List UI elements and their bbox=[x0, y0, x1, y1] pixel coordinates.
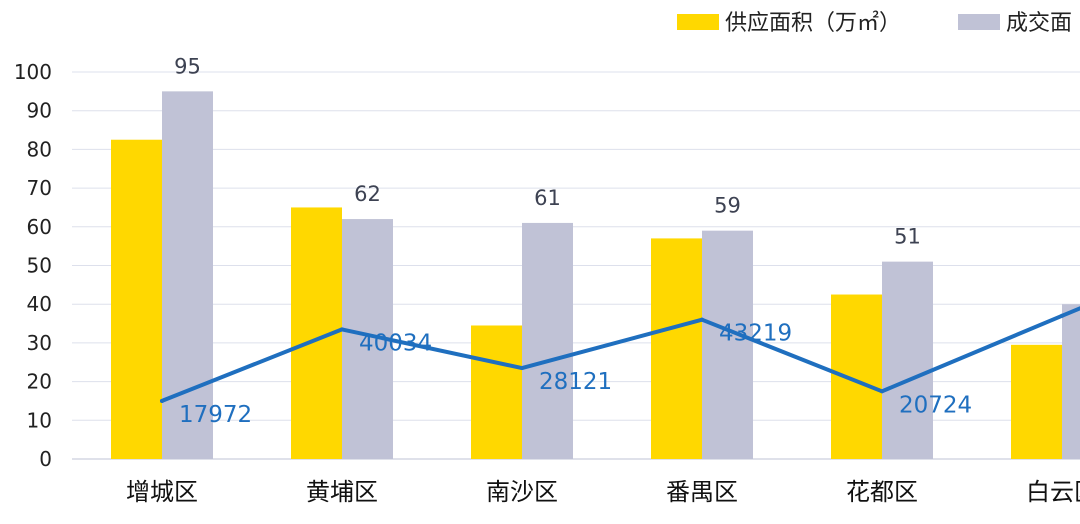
deal-bar bbox=[522, 222, 573, 459]
y-tick-label: 60 bbox=[27, 215, 52, 239]
deal-value-label: 61 bbox=[534, 186, 561, 210]
y-tick-label: 30 bbox=[27, 331, 52, 355]
price-value-label: 17972 bbox=[179, 402, 252, 428]
supply-bar bbox=[471, 325, 522, 459]
x-category-label: 黄埔区 bbox=[306, 478, 378, 506]
legend-swatch-deal bbox=[958, 14, 1000, 30]
deal-bar bbox=[702, 230, 753, 459]
legend-swatch-supply bbox=[677, 14, 719, 30]
deal-value-label: 62 bbox=[354, 182, 381, 206]
price-point bbox=[1060, 313, 1064, 318]
deal-bar bbox=[882, 261, 933, 459]
supply-bar bbox=[651, 238, 702, 459]
price-point bbox=[520, 366, 524, 371]
x-category-label: 增城区 bbox=[126, 478, 198, 506]
price-value-label: 28121 bbox=[539, 369, 612, 395]
deal-value-label: 95 bbox=[174, 54, 201, 78]
y-tick-label: 0 bbox=[39, 447, 52, 471]
x-category-label: 白云区 bbox=[1026, 478, 1080, 506]
price-point bbox=[160, 398, 164, 403]
deal-bar bbox=[1062, 304, 1080, 459]
supply-bar bbox=[831, 294, 882, 459]
y-tick-label: 80 bbox=[27, 137, 52, 161]
price-point bbox=[700, 317, 704, 322]
price-point bbox=[340, 327, 344, 332]
x-category-label: 番禺区 bbox=[666, 478, 738, 506]
y-tick-label: 10 bbox=[27, 408, 52, 432]
y-tick-label: 100 bbox=[14, 60, 52, 84]
legend-label-supply: 供应面积（万㎡） bbox=[725, 10, 901, 36]
y-tick-label: 20 bbox=[27, 370, 52, 394]
price-value-label: 43219 bbox=[719, 321, 792, 347]
y-tick-label: 40 bbox=[27, 292, 52, 316]
legend-label-deal: 成交面 bbox=[1006, 11, 1072, 36]
deal-value-label: 59 bbox=[714, 194, 741, 218]
price-value-label: 40034 bbox=[359, 330, 432, 356]
y-tick-label: 70 bbox=[27, 176, 52, 200]
price-point bbox=[880, 389, 884, 394]
deal-value-label: 51 bbox=[894, 225, 921, 249]
y-tick-label: 50 bbox=[27, 254, 52, 278]
price-value-label: 20724 bbox=[899, 392, 972, 418]
x-category-label: 南沙区 bbox=[486, 478, 558, 506]
supply-bar bbox=[111, 139, 162, 459]
x-category-label: 花都区 bbox=[846, 478, 918, 506]
supply-bar bbox=[1011, 344, 1062, 459]
y-tick-label: 90 bbox=[27, 99, 52, 123]
